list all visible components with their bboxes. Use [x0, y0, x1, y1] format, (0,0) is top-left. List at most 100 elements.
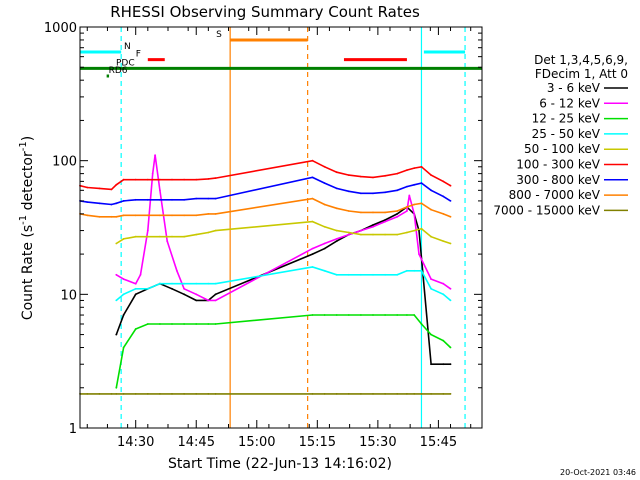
series-point-5-10 — [183, 178, 186, 181]
legend-label-5: 100 - 300 keV — [516, 158, 600, 172]
series-point-4-16 — [384, 233, 386, 236]
flag-label-n: N — [124, 42, 131, 52]
series-point-7-12 — [207, 213, 210, 215]
series-point-3-15 — [372, 273, 374, 276]
series-point-2-5 — [171, 323, 173, 325]
series-point-7-3 — [110, 215, 113, 218]
series-8 — [79, 393, 452, 395]
series-point-6-4 — [115, 202, 118, 205]
series-6 — [79, 176, 452, 206]
series-point-2-8 — [207, 323, 210, 325]
series-point-1-17 — [347, 233, 350, 236]
series-point-1-23 — [408, 194, 411, 197]
series-point-2-4 — [159, 323, 161, 325]
series-point-4-18 — [406, 231, 408, 234]
series-point-3-0 — [115, 299, 118, 302]
timestamp: 20-Oct-2021 03:46 — [560, 468, 636, 477]
series-point-6-18 — [360, 192, 362, 195]
series-point-0-7 — [195, 299, 198, 302]
series-point-1-24 — [413, 213, 416, 215]
series-point-3-11 — [323, 269, 326, 272]
series-point-0-23 — [449, 363, 452, 366]
series-point-5-23 — [413, 167, 416, 170]
series-point-1-20 — [384, 220, 386, 223]
y-axis-label-end: ) — [20, 136, 36, 141]
legend-label-2: 12 - 25 keV — [532, 112, 601, 126]
series-point-0-17 — [396, 213, 399, 215]
flag-label-f: F — [136, 50, 141, 60]
series-point-8-13 — [214, 393, 217, 395]
series-point-0-2 — [134, 293, 137, 296]
series-point-1-27 — [442, 282, 445, 285]
series-point-5-26 — [442, 180, 445, 183]
legend-label-8: 7000 - 15000 keV — [493, 203, 600, 217]
series-line-1 — [115, 154, 451, 302]
legend-label-7: 800 - 7000 keV — [509, 188, 601, 202]
series-point-7-8 — [159, 214, 161, 217]
series-4 — [115, 220, 452, 245]
series-point-6-23 — [413, 183, 416, 186]
series-point-8-2 — [98, 393, 101, 395]
series-point-3-23 — [449, 299, 452, 302]
series-point-6-22 — [406, 185, 408, 188]
series-point-2-14 — [360, 314, 362, 316]
series-point-8-14 — [311, 393, 314, 395]
series-point-7-27 — [449, 215, 452, 218]
series-point-2-19 — [413, 314, 416, 316]
series-point-4-3 — [146, 235, 149, 238]
series-point-8-23 — [413, 393, 416, 395]
y-tick-label-0: 1 — [69, 422, 77, 437]
x-tick-label-5: 15:45 — [420, 435, 457, 450]
series-point-4-12 — [335, 229, 338, 232]
series-point-2-1 — [122, 346, 125, 349]
series-point-1-18 — [360, 229, 362, 232]
series-point-2-18 — [406, 314, 408, 316]
series-point-3-18 — [406, 269, 408, 272]
series-point-4-19 — [413, 229, 416, 232]
series-point-3-10 — [311, 266, 314, 268]
series-point-6-27 — [449, 200, 452, 202]
legend-header-2: FDecim 1, Att 0 — [535, 67, 628, 81]
series-point-7-1 — [86, 214, 89, 217]
series-point-3-21 — [430, 287, 432, 290]
legend-label-6: 300 - 800 keV — [516, 173, 600, 187]
series-point-2-21 — [430, 333, 432, 336]
series-point-8-18 — [360, 393, 362, 395]
series-point-1-14 — [311, 247, 314, 250]
series-point-0-5 — [171, 287, 173, 290]
series-point-5-20 — [384, 174, 386, 177]
series-point-5-18 — [360, 175, 362, 178]
y-tick-label-2: 100 — [52, 155, 77, 170]
series-point-0-15 — [372, 224, 374, 226]
series-point-5-15 — [323, 165, 326, 168]
series-point-8-22 — [406, 393, 408, 395]
series-point-8-15 — [323, 393, 326, 395]
series-point-2-16 — [384, 314, 386, 316]
series-point-4-8 — [207, 231, 210, 234]
series-point-1-13 — [214, 299, 217, 302]
series-point-5-1 — [86, 186, 89, 189]
series-point-5-21 — [396, 172, 399, 175]
series-point-6-19 — [372, 192, 374, 195]
x-axis-label: Start Time (22-Jun-13 14:16:02) — [168, 456, 392, 472]
series-point-6-17 — [347, 190, 350, 193]
series-point-6-10 — [183, 198, 186, 201]
series-point-3-14 — [360, 273, 362, 276]
series-point-3-3 — [146, 287, 149, 290]
series-point-1-7 — [159, 189, 161, 192]
series-point-1-10 — [183, 287, 186, 290]
series-point-7-4 — [115, 215, 118, 218]
series-point-7-15 — [323, 203, 326, 206]
series-point-6-24 — [420, 182, 423, 185]
series-point-4-22 — [442, 240, 445, 243]
series-point-1-16 — [335, 238, 338, 240]
series-point-7-5 — [122, 214, 125, 217]
y-axis-label-mid: detector — [20, 151, 36, 215]
series-point-7-18 — [360, 211, 362, 214]
series-point-7-23 — [413, 203, 416, 206]
series-point-5-11 — [195, 178, 198, 181]
series-point-1-2 — [134, 282, 137, 285]
series-point-1-25 — [418, 253, 420, 256]
series-point-2-17 — [396, 314, 399, 316]
series-point-3-6 — [183, 282, 186, 285]
